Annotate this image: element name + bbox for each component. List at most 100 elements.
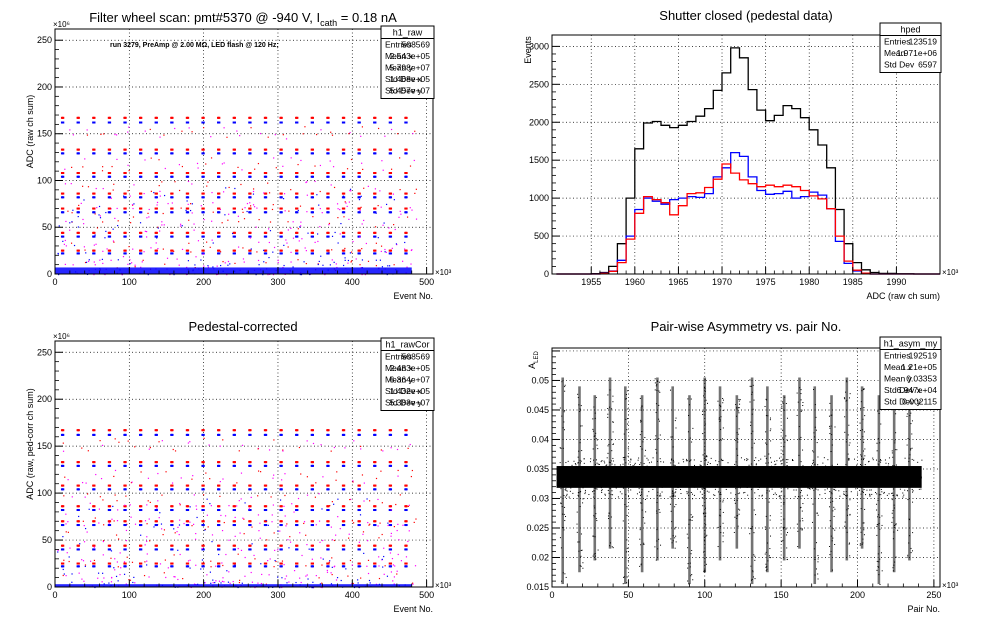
point-background [277,261,279,264]
point [750,424,752,426]
point [719,419,721,421]
point-scatter [257,514,260,516]
point [653,472,655,474]
point [860,531,862,533]
point [722,511,724,513]
point [590,483,592,485]
point [690,491,692,493]
point [716,476,718,478]
point-scatter [410,263,412,265]
point-scatter [382,450,384,452]
point [692,516,694,518]
point [893,525,895,527]
point-red [109,172,112,175]
point-scatter [163,529,166,531]
y-tick-label: 50 [42,535,52,545]
point [619,469,621,471]
point [668,469,670,471]
point-blue [93,464,96,467]
point [813,388,815,390]
y-tick-label: 0 [47,269,52,279]
point [615,476,617,478]
point [702,512,704,514]
point [848,466,850,468]
point-background [229,263,231,265]
point [798,454,800,456]
point [674,483,676,485]
point [626,429,628,431]
point [745,477,747,479]
point-scatter [171,482,174,484]
point-red [93,562,96,565]
point [623,457,625,459]
point-scatter [204,582,206,584]
point [622,583,624,585]
point-scatter [191,183,193,185]
point-background [378,556,380,558]
stats-label: Mean y [385,375,414,385]
point [687,485,689,487]
spike [892,377,896,573]
point [821,486,823,488]
point [725,488,727,490]
point [626,551,628,553]
point [749,527,751,529]
point-scatter [65,220,67,223]
point [574,478,576,480]
point-red [343,484,346,487]
point [876,442,878,444]
point [740,476,742,478]
point-scatter [143,251,145,253]
point [713,494,715,496]
point-scatter [351,564,353,566]
point-scatter [321,564,323,566]
point-scatter [158,441,160,443]
point [565,489,567,491]
point-blue [171,548,174,551]
point-scatter [64,263,66,266]
point-scatter [369,523,371,525]
point [579,442,581,444]
point-red [233,148,236,151]
point-scatter [127,131,129,133]
point [691,472,693,474]
point-background [292,221,294,223]
point [870,489,872,491]
point-background [71,581,73,583]
point [801,528,803,530]
point-scatter [256,207,258,209]
point-blue [296,235,299,238]
point-background [389,552,392,554]
point-blue [405,175,408,178]
point [899,488,901,490]
point-background [159,195,161,197]
point-blue [140,524,143,527]
point [686,493,688,495]
point [627,547,629,549]
point [639,434,641,436]
point [829,506,831,508]
point [758,460,760,462]
point [612,469,614,471]
point-red [327,505,330,508]
point-background [212,242,214,244]
point-blue [374,565,377,568]
point-red [93,484,96,487]
point [746,460,748,462]
point [770,440,772,442]
point [869,495,871,497]
point-blue [327,252,330,255]
point-red [124,505,127,508]
point [817,464,819,466]
point [734,502,736,504]
point-blue [93,196,96,199]
point [876,509,878,511]
point [874,470,876,472]
point [705,399,707,401]
point [672,474,674,476]
point [754,578,756,580]
point [764,455,766,457]
point-red [124,231,127,234]
point [597,448,599,450]
point-scatter [157,500,159,502]
